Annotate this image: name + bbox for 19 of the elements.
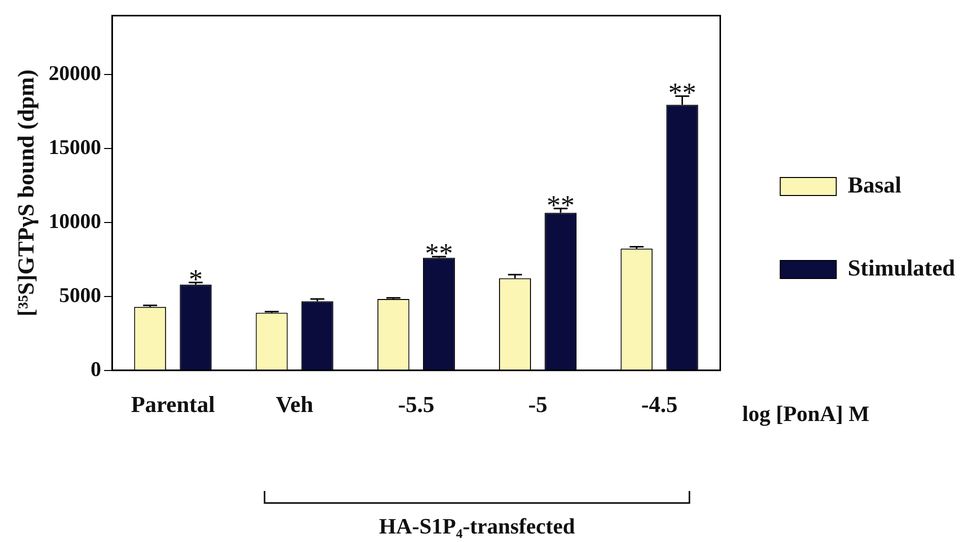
data-label: **	[546, 190, 575, 222]
data-label: *	[188, 264, 203, 296]
legend-label: Stimulated	[848, 255, 956, 280]
y-tick-label: 5000	[59, 282, 102, 307]
y-axis-title: [³⁵S]GTPγS bound (dpm)	[14, 70, 39, 316]
y-tick-label: 15000	[48, 135, 102, 160]
y-tick-label: 20000	[48, 61, 102, 86]
x-tick-label: -4.5	[641, 392, 678, 418]
x-tick-label: Veh	[276, 392, 314, 418]
text: HA-S1P₄-transfected	[378, 514, 575, 539]
legend-label: Basal	[848, 172, 902, 198]
x-tick-label: Parental	[130, 392, 215, 418]
x-axis-title: log [PonA] M	[742, 401, 870, 426]
data-label: **	[424, 238, 453, 270]
x-tick-label: -5.5	[398, 392, 434, 418]
data-label: **	[668, 78, 696, 110]
y-tick-label: 0	[90, 356, 102, 381]
y-tick-label: 10000	[48, 208, 102, 233]
x-tick-label: -5	[528, 392, 548, 418]
